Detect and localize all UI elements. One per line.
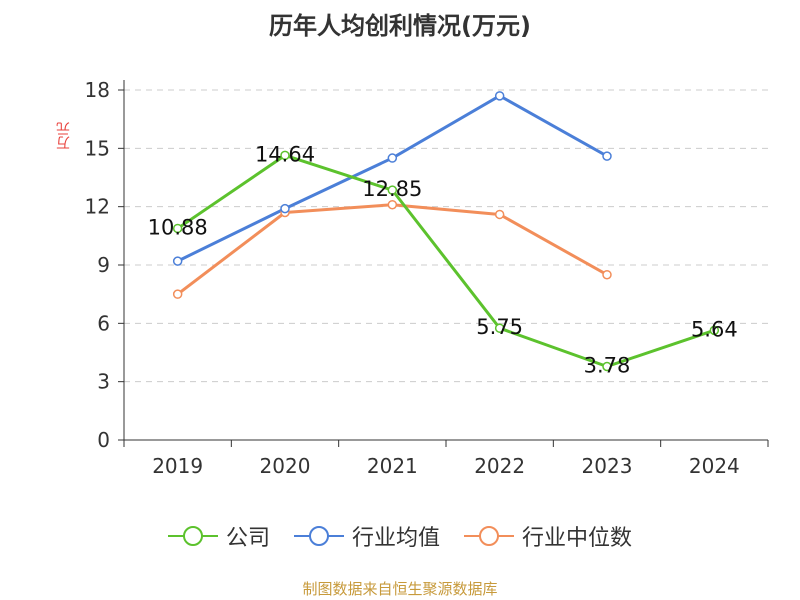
x-tick-label: 2022 [474,454,525,478]
legend-item-company[interactable]: 公司 [167,520,270,552]
source-note: 制图数据来自恒生聚源数据库 [302,580,498,598]
data-label: 10.88 [148,215,208,239]
data-point [172,256,183,266]
legend-label-company: 公司 [225,526,270,551]
y-tick-label: 3 [97,370,110,394]
y-tick-label: 9 [97,253,110,277]
y-tick-label: 12 [85,195,110,219]
x-tick-label: 2021 [367,454,418,478]
data-point [280,203,290,214]
legend: 公司 行业均值 行业中位数 [0,520,800,552]
x-tick-label: 2020 [260,454,311,478]
series-lines [176,94,715,368]
data-point [494,209,505,220]
data-point [172,223,183,234]
data-point [280,150,290,161]
legend-industry-avg-marker-icon [293,526,344,546]
axes: 0 3 6 9 12 15 18 2019 2020 2021 2022 2023 2024 [85,78,769,478]
data-label: 12.85 [362,177,422,201]
legend-label-industry-median: 行业中位数 [522,526,633,551]
series-line-2 [176,203,608,296]
legend-industry-median-marker-icon [464,526,514,546]
data-label: 5.75 [476,315,523,339]
data-point [602,361,612,372]
chart-title: 历年人均创利情况(万元) [269,12,531,40]
x-tick-label: 2019 [152,454,203,478]
data-point [494,91,505,101]
x-tick-label: 2023 [582,454,633,478]
data-point [387,153,398,163]
data-point [602,151,612,161]
data-point [387,185,398,195]
y-tick-label: 18 [85,78,110,102]
grid-lines [124,89,768,383]
y-tick-label: 15 [85,136,110,160]
y-tick-label: 0 [97,428,110,452]
legend-label-industry-avg: 行业均值 [351,526,440,551]
data-label: 3.78 [584,354,631,378]
data-point [387,199,398,210]
data-labels: 10.88 14.64 12.85 5.75 3.78 5.64 [148,142,738,377]
legend-item-industry-median[interactable]: 行业中位数 [464,520,632,552]
data-point [172,289,183,299]
x-tick-label: 2024 [689,454,740,478]
y-tick-label: 6 [97,311,110,335]
data-point [494,323,505,333]
series-points [172,91,720,372]
legend-item-industry-avg[interactable]: 行业均值 [293,520,440,552]
legend-company-marker-icon [167,526,218,546]
data-label: 5.64 [691,317,738,341]
data-label: 14.64 [255,142,315,166]
series-line-0 [176,153,715,368]
data-point [602,269,612,280]
data-point [709,325,720,336]
